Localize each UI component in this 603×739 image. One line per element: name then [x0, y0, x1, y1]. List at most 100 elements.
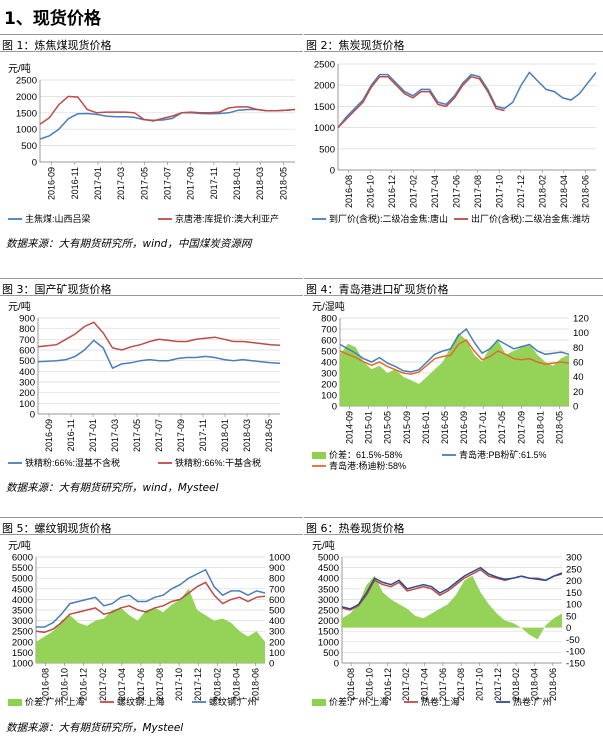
- chart-4-xtick-label: 2016-01: [421, 411, 431, 444]
- source-note-3: 数据来源：大有期货研究所，Mysteel: [6, 722, 184, 734]
- chart-4-legend-label: 青岛港:杨迪粉:58%: [329, 460, 406, 471]
- chart-3-ytick-label: 600: [19, 346, 35, 357]
- chart-4-xtick-label: 2017-01: [478, 411, 488, 444]
- chart-6-y2tick-label: 50: [566, 611, 577, 622]
- chart-4-title: 图 4：青岛港进口矿现货价格: [306, 283, 449, 296]
- chart-6-legend-label: 热卷:上海: [421, 696, 460, 707]
- chart-4-ytick-label: 100: [321, 391, 337, 402]
- chart-5-series-line: [36, 568, 266, 628]
- chart-2-ytick-label: 2000: [314, 81, 335, 92]
- chart-6-ytick-label: 3000: [318, 595, 339, 606]
- chart-4-series-line: [339, 339, 570, 375]
- chart-3-xtick-label: 2017-03: [110, 419, 120, 452]
- chart-5-y2tick-label: 300: [269, 627, 285, 638]
- chart-5-legend-label: 价差:广州-上海: [25, 696, 85, 707]
- chart-5-y2tick-label: 200: [269, 637, 285, 648]
- chart-panel-3: 图 3：国产矿现货价格 元/吨 0 100 200 300 400 500 600 700 800…: [0, 278, 303, 478]
- chart-3-ytick-label: 300: [19, 378, 35, 389]
- chart-6-legend-swatch: [312, 699, 326, 706]
- chart-1-ytick-label: 2500: [16, 76, 37, 87]
- chart-6-xtick-label: 2016-08: [346, 668, 356, 701]
- chart-5-y2tick-label: 100: [269, 648, 285, 659]
- chart-4-y2tick-label: 20: [573, 387, 584, 398]
- chart-5-xtick-label: 2016-12: [79, 668, 89, 701]
- chart-3-xtick-label: 2017-07: [154, 419, 164, 452]
- chart-1-xtick-label: 2017-05: [139, 167, 149, 200]
- chart-1-series-line: [39, 108, 296, 140]
- chart-5-ytick-label: 2000: [12, 637, 33, 648]
- chart-4-ytick-label: 0: [332, 402, 337, 413]
- chart-4-yunit: 元/湿吨: [312, 300, 345, 313]
- chart-5-legend-label: 螺纹钢:上海: [117, 696, 165, 707]
- chart-2-xtick-label: 2018-02: [537, 175, 547, 208]
- chart-6-y2tick-label: 150: [566, 588, 582, 599]
- chart-6-y2tick-label: -50: [566, 635, 580, 646]
- chart-3-ytick-label: 900: [19, 314, 35, 325]
- chart-4-xtick-label: 2015-05: [383, 411, 393, 444]
- chart-4-xtick-label: 2014-09: [345, 411, 355, 444]
- chart-3-series-line: [37, 321, 281, 351]
- chart-6-ytick-label: 4000: [318, 574, 339, 585]
- chart-6-title: 图 6：热卷现货价格: [306, 522, 405, 535]
- chart-6-ytick-label: 4500: [318, 563, 339, 574]
- chart-6-ytick-label: 0: [334, 659, 339, 670]
- chart-6-series-area: [342, 575, 562, 640]
- chart-2-series-line: [337, 75, 505, 129]
- chart-5-xtick-label: 2017-04: [117, 668, 127, 701]
- chart-2-xtick-label: 2018-06: [580, 175, 590, 208]
- chart-5-y2tick-label: 500: [269, 606, 285, 617]
- section-title: 1、现货价格: [4, 9, 101, 29]
- source-note-1: 数据来源：大有期货研究所，wind，中国煤炭资源网: [6, 238, 252, 250]
- chart-6-ytick-label: 1000: [318, 637, 339, 648]
- chart-5-series-line: [35, 581, 266, 634]
- chart-1-series-line: [39, 95, 296, 125]
- chart-3-ytick-label: 800: [19, 324, 35, 335]
- chart-6-y2tick-label: 100: [566, 600, 582, 611]
- chart-5-y2tick-label: 900: [269, 563, 285, 574]
- chart-4-ytick-label: 500: [321, 347, 337, 358]
- chart-6-y2tick-label: 0: [566, 623, 571, 634]
- chart-4-xtick-label: 2018-01: [535, 411, 545, 444]
- chart-5-ytick-label: 2500: [12, 627, 33, 638]
- chart-6-xtick-label: 2016-12: [383, 668, 393, 701]
- chart-2-xtick-label: 2017-06: [451, 175, 461, 208]
- chart-1-svg: 元/吨 0 500 1000 1500 2000 2500 2016-09 2016-11 201…: [8, 62, 296, 224]
- chart-6-y2tick-label: 300: [566, 553, 582, 564]
- chart-6-xtick-label: 2018-02: [511, 668, 521, 701]
- chart-6-xtick-label: 2017-04: [420, 668, 430, 701]
- chart-5-xtick-label: 2017-08: [155, 668, 165, 701]
- chart-5-svg: 元/吨1000150020002500300035004000450050005…: [8, 539, 290, 707]
- chart-2-legend-label: 出厂价(含税):二级冶金焦:潍坊: [471, 213, 590, 224]
- chart-1-ytick-label: 1000: [16, 125, 37, 136]
- chart-3-ytick-label: 0: [30, 410, 35, 421]
- chart-4-xtick-label: 2016-09: [459, 411, 469, 444]
- chart-5-ytick-label: 4500: [12, 584, 33, 595]
- chart-1-legend-label: 主焦煤:山西吕梁: [25, 213, 91, 224]
- chart-2-svg: 0 500 1000 1500 2000 2500 2016-08 2016-10 2016-1…: [312, 60, 597, 224]
- chart-6-legend-label: 价差:广州-上海: [329, 696, 389, 707]
- chart-2-ytick-label: 500: [319, 144, 335, 155]
- chart-4-y2tick-label: 80: [573, 343, 584, 354]
- chart-5-ytick-label: 5000: [12, 574, 33, 585]
- chart-5-series-area: [36, 588, 265, 663]
- chart-3-ytick-label: 200: [19, 388, 35, 399]
- chart-panel-1: 图 1：炼焦煤现货价格 元/吨 0 500 1000 1500 2000 2500 2016-…: [0, 34, 303, 234]
- chart-2-xtick-label: 2017-04: [430, 175, 440, 208]
- chart-panel-2: 图 2：焦炭现货价格 0 500 1000 1500 2000 2500 2016-08 20…: [304, 34, 603, 234]
- chart-5-legend-swatch: [8, 699, 22, 706]
- chart-5-y2tick-label: 0: [269, 659, 274, 670]
- chart-4-ytick-label: 700: [321, 325, 337, 336]
- chart-4-legend-label: 价差：61.5%-58%: [329, 449, 403, 460]
- chart-3-xtick-label: 2017-01: [88, 419, 98, 452]
- chart-6-xtick-label: 2017-12: [493, 668, 503, 701]
- chart-1-xtick-label: 2017-01: [93, 167, 103, 200]
- chart-6-ytick-label: 2000: [318, 616, 339, 627]
- chart-3-ytick-label: 100: [19, 399, 35, 410]
- chart-3-yunit: 元/吨: [8, 300, 31, 313]
- chart-5-yunit: 元/吨: [8, 539, 31, 552]
- chart-3-title: 图 3：国产矿现货价格: [2, 283, 112, 296]
- chart-4-ytick-label: 800: [321, 314, 337, 325]
- chart-5-xtick-label: 2016-08: [41, 668, 51, 701]
- chart-4-y2tick-label: 40: [573, 372, 584, 383]
